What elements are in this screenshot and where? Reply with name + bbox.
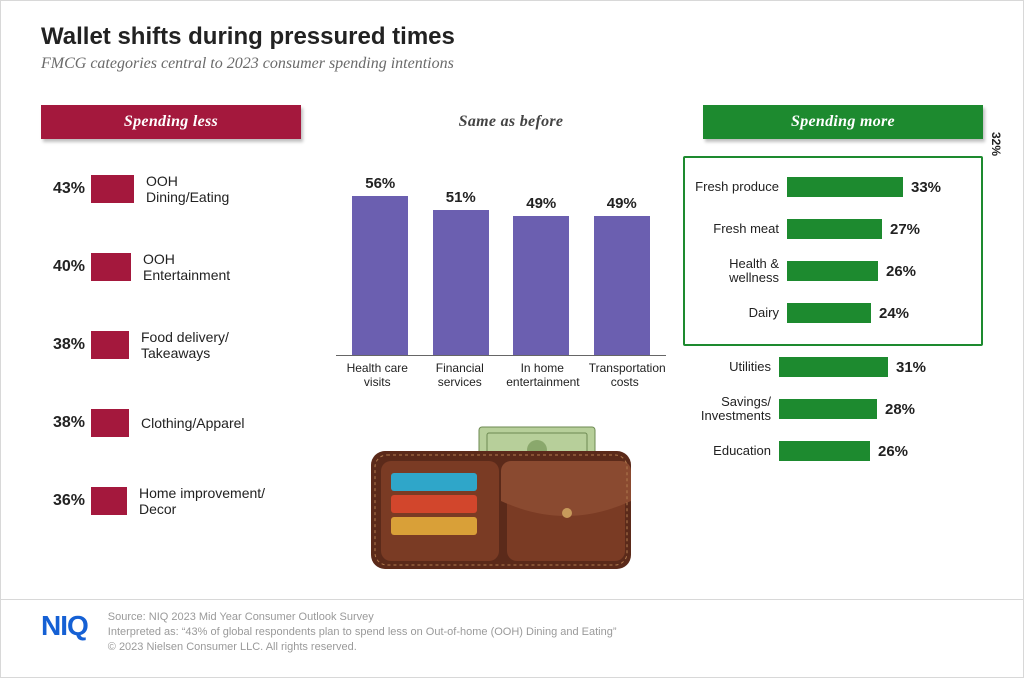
spending-more-rest: Utilities 31% Savings/Investments 28% Educat… — [683, 350, 983, 468]
more-row: Dairy 24% — [691, 296, 975, 330]
more-label: Utilities — [683, 360, 779, 374]
footer: NIQ Source: NIQ 2023 Mid Year Consumer O… — [1, 599, 1023, 677]
more-value: 33% — [903, 179, 949, 196]
less-value: 36% — [41, 492, 91, 510]
more-row: Utilities 31% — [683, 350, 983, 384]
same-as-before-chart: 56% 51% 49% 49% Health care visits Financial… — [336, 156, 666, 390]
less-label: OOHEntertainment — [131, 251, 311, 283]
more-label: Dairy — [691, 306, 787, 320]
less-row: 38% Food delivery/Takeaways — [41, 317, 311, 373]
more-row: Fresh meat 27% — [691, 212, 975, 246]
page-subtitle: FMCG categories central to 2023 consumer… — [41, 55, 983, 73]
same-label: Financial services — [424, 362, 496, 390]
niq-logo: NIQ — [41, 610, 88, 642]
same-label: In home entertainment — [506, 362, 578, 390]
more-label: Health & wellness — [691, 257, 787, 286]
column-chart-bars: 56% 51% 49% 49% — [336, 156, 666, 356]
grocery-group-value: 32% — [989, 132, 1003, 156]
page-title: Wallet shifts during pressured times — [41, 23, 983, 51]
less-label: Food delivery/Takeaways — [129, 329, 311, 361]
same-bar — [352, 196, 408, 355]
less-bar — [91, 409, 129, 437]
same-column: 49% — [592, 195, 652, 355]
more-label: Fresh produce — [691, 180, 787, 194]
less-row: 40% OOHEntertainment — [41, 239, 311, 295]
less-label: OOHDining/Eating — [134, 173, 311, 205]
less-bar — [91, 253, 131, 281]
less-value: 38% — [41, 414, 91, 432]
less-label: Clothing/Apparel — [129, 415, 311, 431]
more-row: Fresh produce 33% — [691, 170, 975, 204]
header: Wallet shifts during pressured times FMC… — [1, 1, 1023, 79]
less-row: 43% OOHDining/Eating — [41, 161, 311, 217]
infographic-frame: Wallet shifts during pressured times FMC… — [0, 0, 1024, 678]
less-value: 38% — [41, 336, 91, 354]
more-bar — [787, 219, 882, 239]
same-column: 56% — [350, 175, 410, 355]
more-row: Savings/Investments 28% — [683, 392, 983, 426]
same-value: 56% — [365, 175, 395, 192]
less-row: 36% Home improvement/Decor — [41, 473, 311, 529]
spending-more-chart: 32% Grocery & household items Fresh prod… — [683, 156, 983, 476]
more-value: 27% — [882, 221, 928, 238]
more-row: Health & wellness 26% — [691, 254, 975, 288]
more-value: 28% — [877, 401, 923, 418]
column-chart-labels: Health care visits Financial services In h… — [336, 362, 666, 390]
more-bar — [779, 399, 877, 419]
grocery-group-box: 32% Grocery & household items Fresh prod… — [683, 156, 983, 346]
more-bar — [787, 303, 871, 323]
same-column: 51% — [431, 189, 491, 355]
section-pill-less: Spending less — [41, 105, 301, 139]
less-value: 40% — [41, 258, 91, 276]
same-bar — [513, 216, 569, 355]
same-bar — [433, 210, 489, 355]
less-label: Home improvement/Decor — [127, 485, 311, 517]
more-value: 26% — [878, 263, 924, 280]
wallet-illustration — [361, 421, 641, 581]
section-pill-more: Spending more — [703, 105, 983, 139]
more-label: Savings/Investments — [683, 395, 779, 424]
section-pill-same: Same as before — [361, 105, 661, 139]
more-value: 26% — [870, 443, 916, 460]
more-bar — [779, 441, 870, 461]
same-value: 51% — [446, 189, 476, 206]
less-row: 38% Clothing/Apparel — [41, 395, 311, 451]
more-value: 24% — [871, 305, 917, 322]
less-value: 43% — [41, 180, 91, 198]
same-label: Transportation costs — [589, 362, 661, 390]
more-row: Education 26% — [683, 434, 983, 468]
more-label: Fresh meat — [691, 222, 787, 236]
same-value: 49% — [607, 195, 637, 212]
same-label: Health care visits — [341, 362, 413, 390]
same-bar — [594, 216, 650, 355]
spending-less-chart: 43% OOHDining/Eating 40% OOHEntertainment 38… — [41, 161, 311, 551]
same-value: 49% — [526, 195, 556, 212]
more-bar — [787, 261, 878, 281]
more-value: 31% — [888, 359, 934, 376]
more-label: Education — [683, 444, 779, 458]
grocery-group-label-wrap: Grocery & household items — [985, 158, 1005, 344]
more-bar — [779, 357, 888, 377]
footer-line-1: Source: NIQ 2023 Mid Year Consumer Outlo… — [108, 610, 617, 625]
footer-text: Source: NIQ 2023 Mid Year Consumer Outlo… — [108, 610, 617, 655]
content-area: Spending less Same as before Spending mo… — [1, 101, 1023, 599]
footer-line-3: © 2023 Nielsen Consumer LLC. All rights … — [108, 640, 617, 655]
less-bar — [91, 175, 134, 203]
less-bar — [91, 331, 129, 359]
less-bar — [91, 487, 127, 515]
same-column: 49% — [511, 195, 571, 355]
more-bar — [787, 177, 903, 197]
footer-line-2: Interpreted as: “43% of global responden… — [108, 625, 617, 640]
